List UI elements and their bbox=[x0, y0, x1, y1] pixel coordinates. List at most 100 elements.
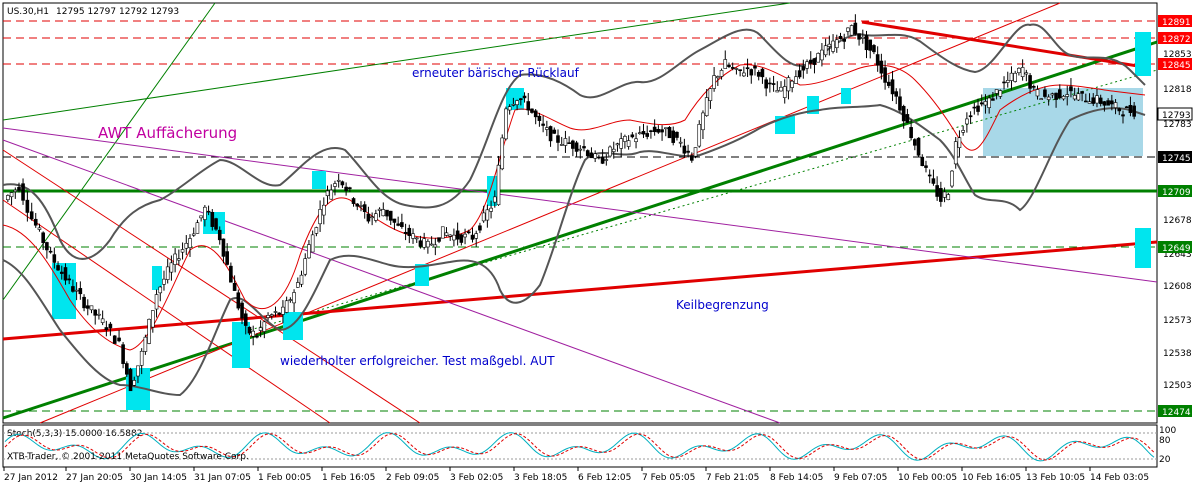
candle-body bbox=[831, 40, 835, 52]
candle-body bbox=[258, 327, 263, 331]
price-tags: 12891 12872 12845 12793 12745 12709 1264… bbox=[1157, 15, 1193, 418]
candle-body bbox=[474, 233, 479, 239]
candle-body bbox=[396, 223, 400, 226]
candle-body bbox=[634, 138, 638, 143]
price-tag-label: 12649 bbox=[1162, 244, 1191, 254]
time-axis[interactable]: 27 Jan 2012 27 Jan 20:05 30 Jan 14:05 31 Ja… bbox=[3, 467, 1149, 483]
test-annotation: wiederholter erfolgreicher. Test maßgebl… bbox=[280, 354, 555, 368]
price-tick: 12573 bbox=[1163, 316, 1192, 326]
price-axis[interactable]: 12853 12818 12783 12745 12678 12643 1260… bbox=[1163, 50, 1192, 391]
candle-body bbox=[548, 126, 553, 142]
candle-body bbox=[455, 230, 460, 240]
candle-body bbox=[920, 156, 925, 167]
candle-body bbox=[987, 97, 991, 108]
candle-body bbox=[147, 318, 151, 344]
candle-body bbox=[663, 127, 668, 130]
candle-body bbox=[615, 143, 620, 146]
candle-body bbox=[262, 321, 267, 332]
candle-body bbox=[719, 70, 724, 77]
candle-body bbox=[85, 305, 90, 309]
candle-body bbox=[6, 195, 10, 201]
candle-body bbox=[983, 101, 988, 106]
candle-body bbox=[232, 283, 237, 291]
candle-body bbox=[775, 90, 780, 93]
candle-body bbox=[191, 233, 196, 236]
candle-body bbox=[537, 115, 542, 121]
copyright-text: XTB-Trader, © 2001-2011 MetaQuotes Softw… bbox=[7, 452, 249, 462]
candle-body bbox=[626, 140, 631, 147]
time-label: 9 Feb 07:05 bbox=[834, 473, 887, 483]
main-support-trendline bbox=[2, 40, 1158, 420]
candle-body bbox=[429, 243, 434, 246]
candle-body bbox=[481, 212, 486, 222]
candle-body bbox=[522, 95, 527, 99]
candle-body bbox=[574, 142, 579, 152]
candle-body bbox=[470, 234, 475, 240]
candle-body bbox=[898, 96, 902, 111]
highlight-box bbox=[232, 322, 250, 368]
candle-body bbox=[697, 124, 702, 147]
candle-body bbox=[504, 108, 508, 140]
candle-body bbox=[78, 288, 83, 295]
candle-body bbox=[292, 292, 296, 304]
candle-body bbox=[221, 238, 226, 257]
candle-body bbox=[812, 58, 817, 65]
candle-body bbox=[355, 203, 360, 207]
candle-body bbox=[853, 22, 858, 35]
candle-body bbox=[151, 310, 155, 328]
candle-body bbox=[158, 286, 163, 294]
candle-body bbox=[388, 210, 393, 221]
candle-body bbox=[93, 309, 98, 316]
candle-body bbox=[808, 59, 813, 64]
candle-body bbox=[942, 191, 947, 198]
candle-body bbox=[1061, 96, 1066, 100]
candle-body bbox=[875, 54, 880, 66]
highlight-box bbox=[775, 116, 795, 134]
bearish-annotation: erneuter bärischer Rücklauf bbox=[412, 66, 580, 80]
candle-body bbox=[545, 127, 549, 130]
candle-body bbox=[1024, 72, 1029, 75]
candle-body bbox=[857, 33, 861, 40]
time-label: 8 Feb 14:05 bbox=[770, 473, 823, 483]
candle-body bbox=[1113, 102, 1118, 108]
candle-body bbox=[1050, 93, 1055, 96]
candle-body bbox=[74, 289, 79, 292]
candle-body bbox=[768, 82, 772, 85]
price-tag-box bbox=[1158, 405, 1192, 417]
indicator-frame bbox=[2, 424, 1158, 468]
candle-body bbox=[820, 49, 824, 61]
bollinger-upper-band bbox=[2, 23, 1146, 260]
candle-body bbox=[656, 128, 661, 133]
candle-body bbox=[890, 79, 895, 95]
candle-body bbox=[693, 147, 698, 157]
candle-body bbox=[541, 123, 545, 126]
price-tick: 12783 bbox=[1163, 120, 1192, 130]
highlight-box bbox=[1135, 228, 1151, 268]
price-tag-label: 12891 bbox=[1162, 18, 1191, 28]
candle-body bbox=[48, 250, 53, 253]
candle-body bbox=[782, 86, 787, 98]
candle-body bbox=[946, 194, 951, 201]
candle-body bbox=[385, 209, 389, 217]
candle-body bbox=[132, 380, 137, 386]
candle-body bbox=[682, 145, 687, 154]
wedge-red-line bbox=[2, 240, 1158, 341]
candle-body bbox=[1102, 101, 1107, 106]
candle-body bbox=[972, 106, 977, 109]
candle-body bbox=[968, 115, 973, 118]
candle-body bbox=[953, 141, 958, 165]
candle-body bbox=[240, 302, 244, 319]
candle-body bbox=[801, 66, 806, 71]
candle-body bbox=[559, 144, 564, 146]
consolidation-zone bbox=[983, 88, 1143, 156]
candle-body bbox=[675, 131, 679, 138]
upper-channel-line bbox=[2, 2, 791, 121]
candle-body bbox=[1039, 98, 1044, 100]
candle-body bbox=[67, 278, 71, 281]
candle-body bbox=[1031, 86, 1036, 88]
candle-body bbox=[325, 190, 330, 197]
candle-body bbox=[1087, 101, 1092, 104]
candle-body bbox=[991, 98, 995, 101]
